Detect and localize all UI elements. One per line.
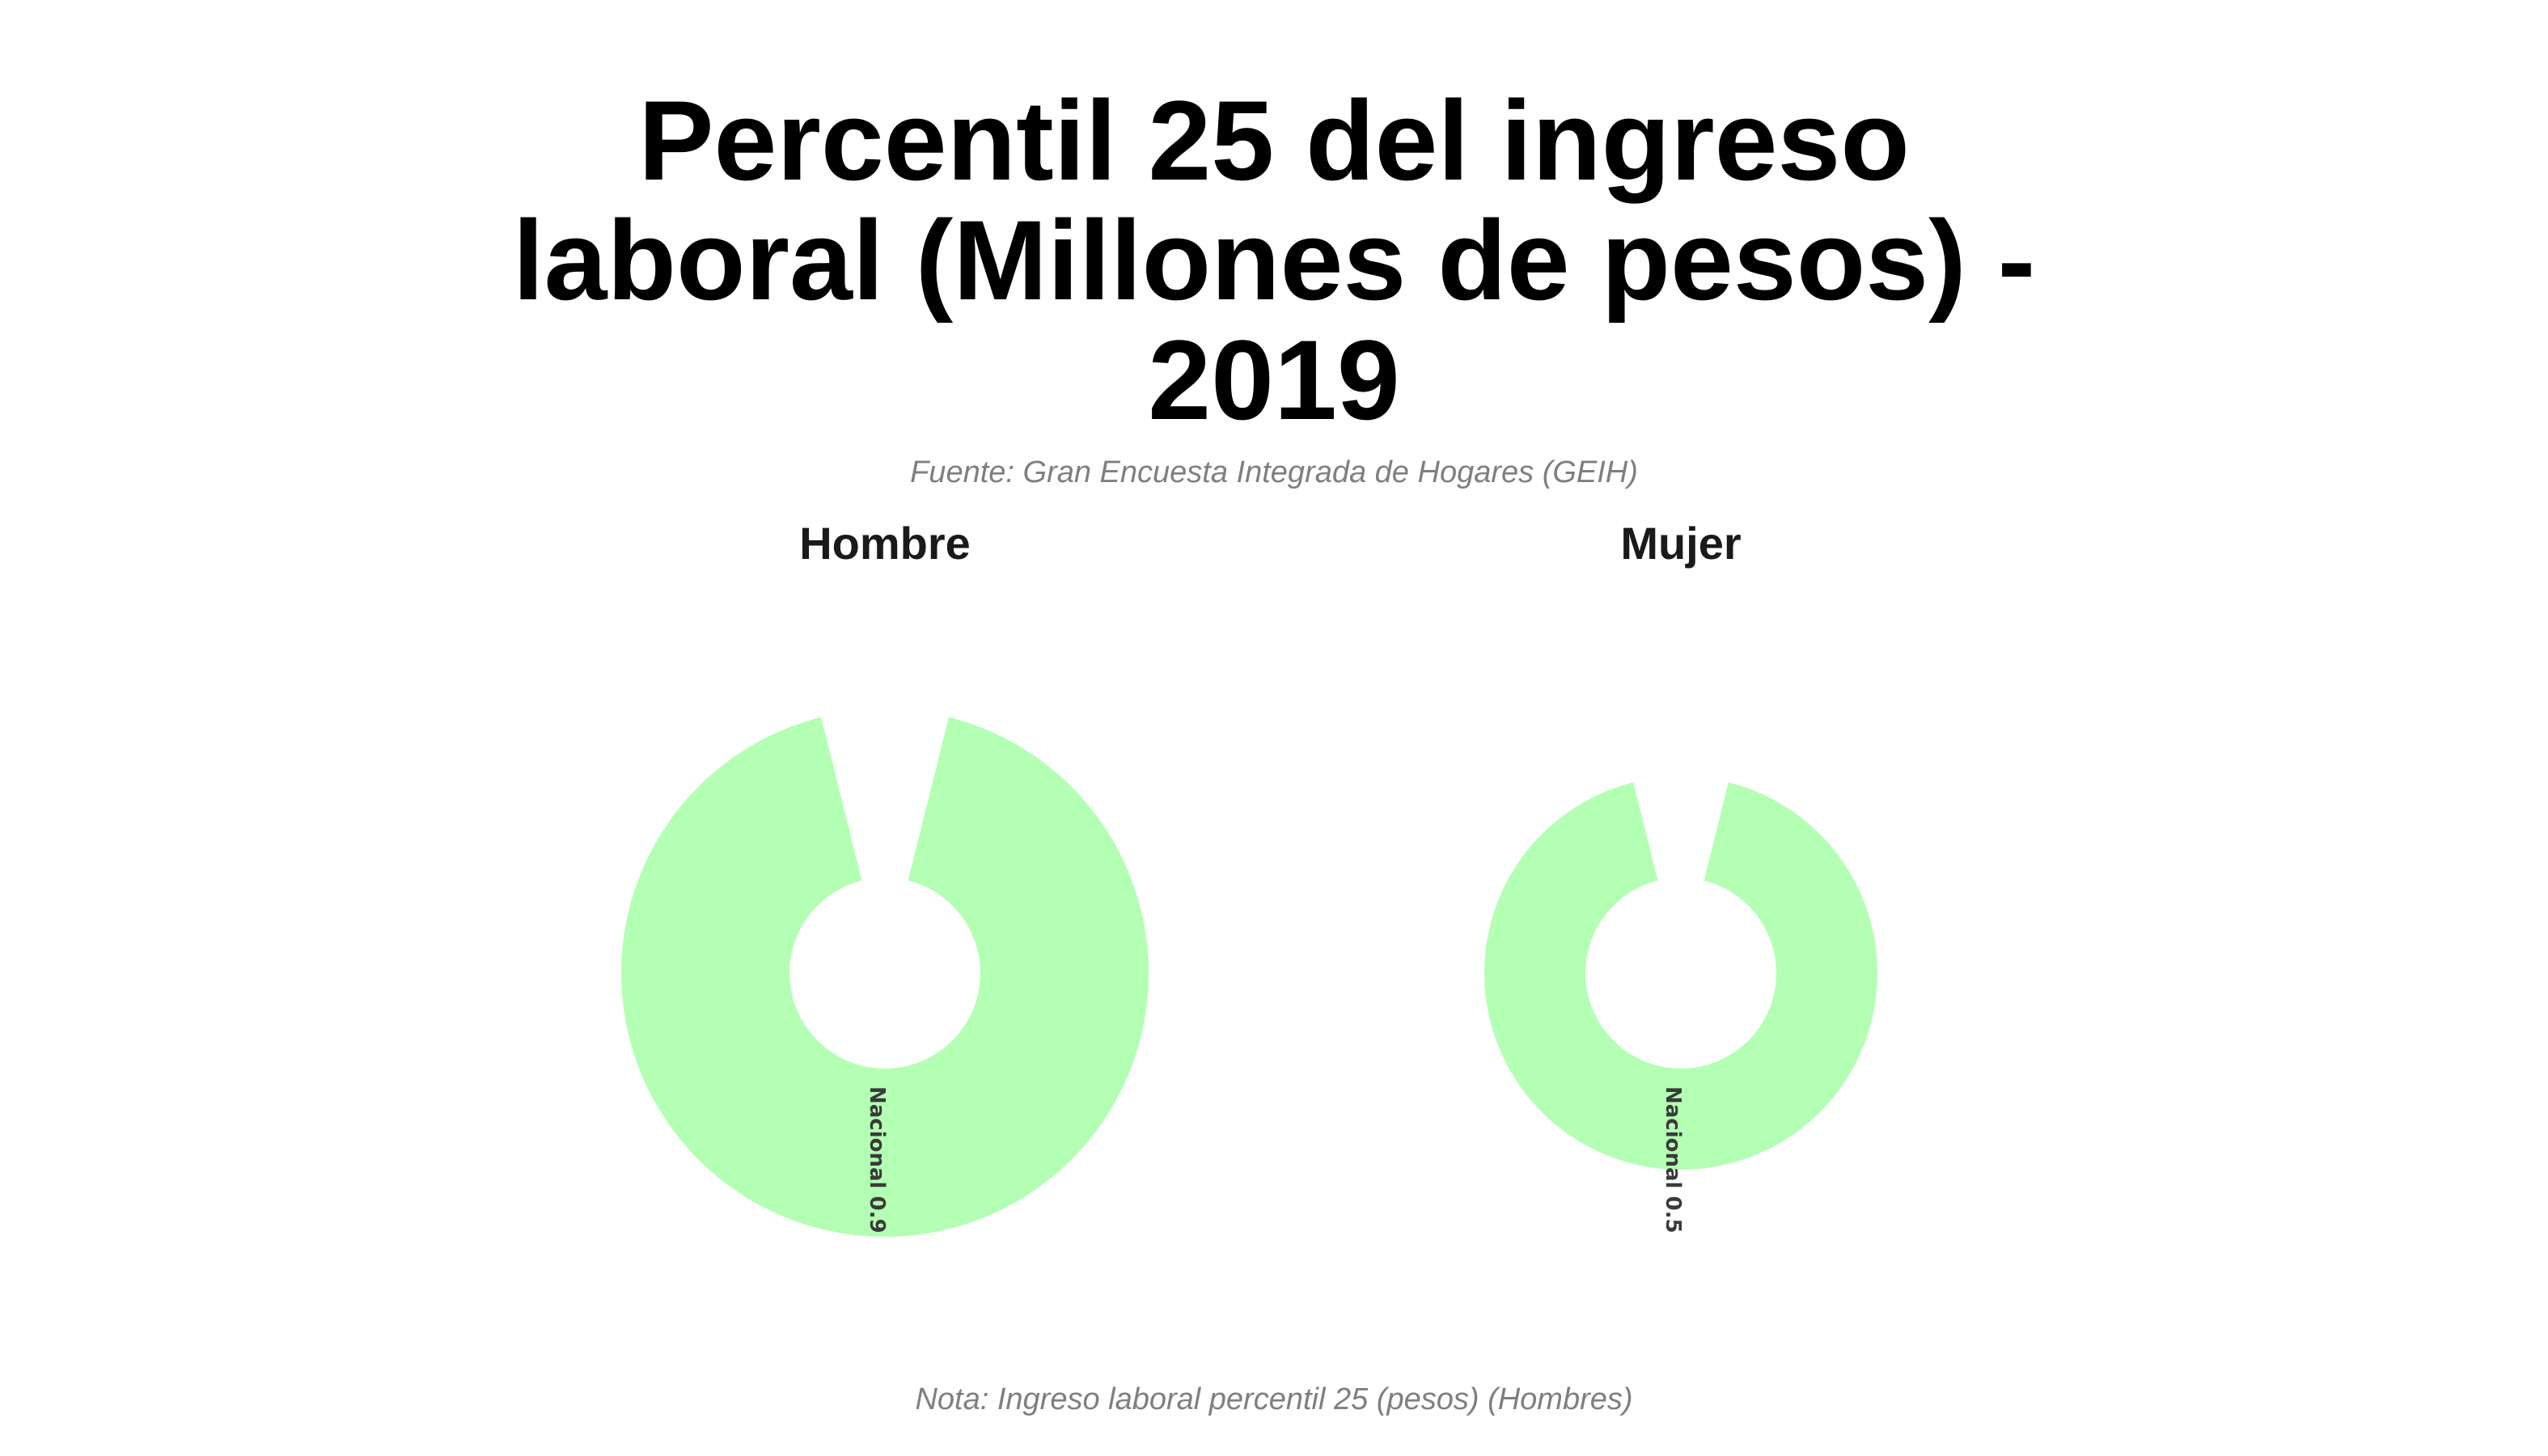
- pie-panel-mujer: Nacional 0.5: [1484, 782, 1877, 1234]
- pie-slice-nacional-hombre[interactable]: [621, 717, 1149, 1237]
- pie-slice-nacional-mujer[interactable]: [1484, 782, 1877, 1170]
- slice-label-nacional-hombre: Nacional 0.9: [865, 1086, 889, 1234]
- pie-panel-hombre: Nacional 0.9: [621, 717, 1149, 1237]
- panel-title-hombre: Hombre: [799, 518, 971, 569]
- chart-note: Nota: Ingreso laboral percentil 25 (peso…: [915, 1382, 1633, 1416]
- slice-label-nacional-mujer: Nacional 0.5: [1661, 1086, 1685, 1234]
- chart-subtitle: Fuente: Gran Encuesta Integrada de Hogar…: [910, 455, 1638, 489]
- panel-title-mujer: Mujer: [1620, 518, 1742, 569]
- chart-title: Percentil 25 del ingreso laboral (Millon…: [512, 77, 2036, 443]
